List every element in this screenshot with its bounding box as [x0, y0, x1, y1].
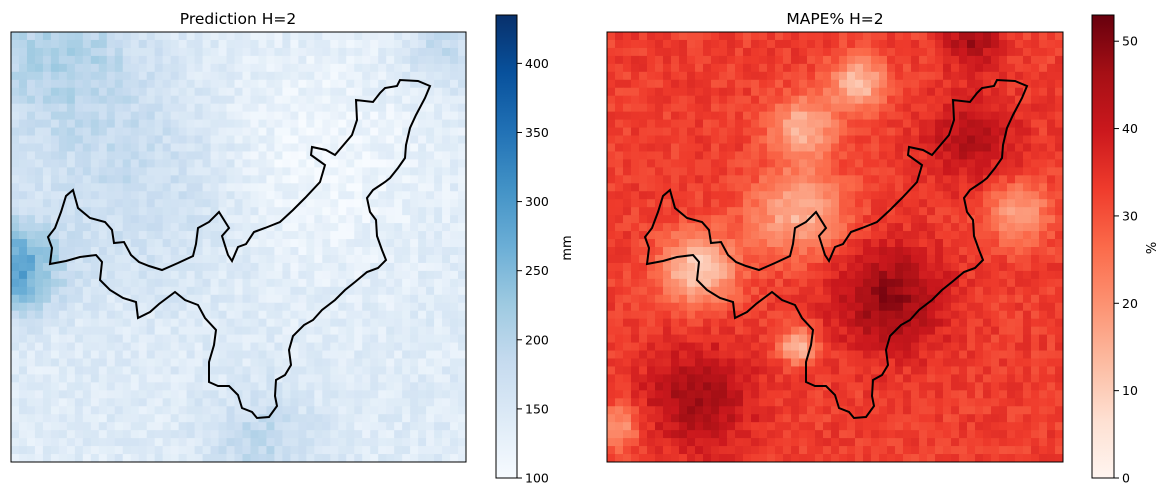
prediction-axes-frame [10, 31, 467, 463]
mape-colorbar-gradient [1091, 14, 1115, 479]
mape-panel: MAPE% H=2 [606, 10, 1064, 463]
colorbar-tick-label: 300 [525, 194, 549, 209]
mape-axes-frame [606, 31, 1064, 463]
colorbar-tick-label: 350 [525, 125, 549, 140]
prediction-colorbar-label: mm [560, 235, 575, 260]
mape-title: MAPE% H=2 [786, 10, 883, 28]
colorbar-tick-label: 200 [525, 332, 549, 347]
colorbar-tick-label: 400 [525, 56, 549, 71]
colorbar-tick-label: 100 [525, 471, 549, 486]
colorbar-tick-label: 50 [1122, 34, 1138, 49]
prediction-colorbar-gradient [495, 14, 518, 479]
mape-colorbar: 0 10 20 30 40 50 % [1091, 14, 1160, 486]
prediction-panel: Prediction H=2 [10, 10, 467, 463]
prediction-colorbar: 100 150 200 250 300 350 400 mm [495, 14, 575, 486]
colorbar-tick-label: 30 [1122, 208, 1138, 223]
prediction-title: Prediction H=2 [180, 10, 296, 28]
mape-region-outline [643, 78, 1029, 420]
prediction-region-outline [46, 78, 432, 420]
prediction-heatmap [11, 32, 466, 462]
colorbar-tick-label: 250 [525, 263, 549, 278]
colorbar-tick-label: 10 [1122, 383, 1138, 398]
colorbar-tick-label: 0 [1122, 471, 1130, 486]
colorbar-tick-label: 40 [1122, 121, 1138, 136]
mape-colorbar-label: % [1145, 242, 1160, 254]
colorbar-tick-label: 150 [525, 401, 549, 416]
colorbar-tick-label: 20 [1122, 296, 1138, 311]
